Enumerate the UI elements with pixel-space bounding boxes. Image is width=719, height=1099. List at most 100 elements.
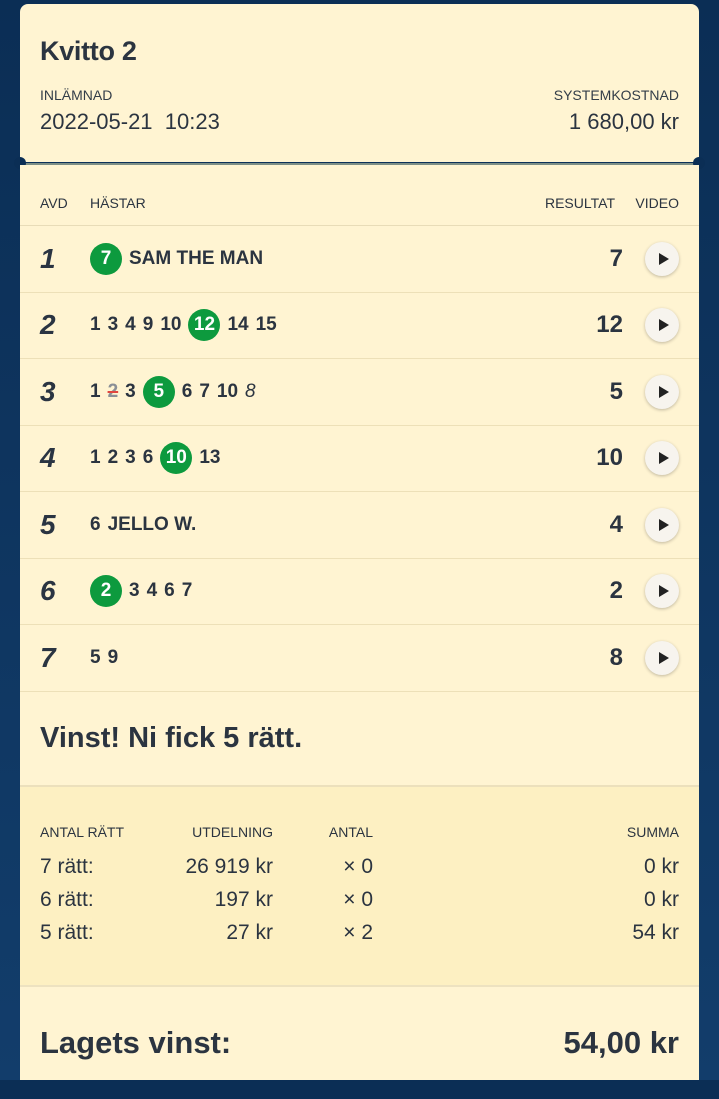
horse: 3 <box>129 580 140 602</box>
payout-cell: × 2 <box>343 921 373 944</box>
cost-label: SYSTEMKOSTNAD <box>553 87 679 103</box>
payout-col: SUMMA <box>626 823 679 840</box>
horse: 5 <box>90 646 101 668</box>
receipt-body: AVD HÄSTAR RESULTAT VIDEO 1 7 SAM THE MAN 7… <box>20 165 699 1080</box>
race-result: 5 <box>609 377 623 405</box>
play-video-button[interactable] <box>645 574 679 609</box>
payout-cell: 0 kr <box>643 855 679 878</box>
horse: SAM THE MAN <box>129 247 264 269</box>
play-video-button[interactable] <box>645 640 679 675</box>
payout-cell: 5 rätt: <box>40 921 94 944</box>
horse: 4 <box>146 580 158 602</box>
horse: 14 <box>227 314 249 336</box>
winning-horse: 7 <box>90 242 122 275</box>
winning-horse: 12 <box>188 309 221 342</box>
race-number: 6 <box>40 575 56 607</box>
race-number: 2 <box>40 309 56 341</box>
col-video: VIDEO <box>635 195 679 211</box>
horse: 6 <box>90 513 101 535</box>
horse: 1 <box>90 314 101 336</box>
horse-list: 7 SAM THE MAN <box>90 242 533 275</box>
payout-cell: 197 kr <box>214 888 273 911</box>
horse: 3 <box>107 314 119 336</box>
horse: 2 <box>107 447 119 469</box>
col-result: RESULTAT <box>544 195 615 211</box>
table-header: AVD HÄSTAR RESULTAT VIDEO <box>20 165 699 226</box>
payout-cell: 27 kr <box>226 921 273 944</box>
race-result: 12 <box>596 311 623 339</box>
race-result: 8 <box>609 643 623 671</box>
payout-row: 7 rätt: 26 919 kr × 0 0 kr <box>40 851 679 884</box>
payout-row: 6 rätt: 197 kr × 0 0 kr <box>40 884 679 917</box>
race-result: 2 <box>609 577 623 605</box>
payout-col: ANTAL RÄTT <box>40 823 125 840</box>
payout-row: 5 rätt: 27 kr × 2 54 kr <box>40 917 679 950</box>
payout-cell: 6 rätt: <box>40 888 94 911</box>
total-label: Lagets vinst: <box>40 1024 232 1060</box>
reserve-horse: 8 <box>245 380 256 402</box>
horse: 1 <box>90 380 101 402</box>
horse-list: 6 JELLO W. <box>90 514 533 536</box>
play-video-button[interactable] <box>645 441 679 476</box>
horse: 13 <box>199 447 221 469</box>
horse: 3 <box>125 380 136 402</box>
horse: 1 <box>90 447 101 469</box>
submitted-value: 2022-05-21 10:23 <box>40 109 220 134</box>
submitted-label: INLÄMNAD <box>40 87 113 103</box>
payout-table: ANTAL RÄTT UTDELNING ANTAL SUMMA 7 rätt:… <box>20 786 699 987</box>
race-number: 5 <box>40 508 56 540</box>
horse: 15 <box>255 314 277 336</box>
horse-list: 1 2 3 6 10 13 <box>90 442 533 475</box>
win-message: Vinst! Ni fick 5 rätt. <box>20 692 699 787</box>
winning-horse: 10 <box>160 442 193 475</box>
horse: 4 <box>125 314 136 336</box>
team-winnings: Lagets vinst: 54,00 kr <box>20 987 699 1099</box>
race-number: 1 <box>40 242 56 274</box>
race-row: 2 1 3 4 9 10 12 14 15 12 <box>20 293 699 359</box>
race-result: 10 <box>596 444 623 472</box>
cost-value: 1 680,00 kr <box>568 109 679 134</box>
race-result: 7 <box>609 244 623 272</box>
race-number: 7 <box>40 641 56 673</box>
horse: 7 <box>181 580 193 602</box>
col-horses: HÄSTAR <box>90 195 146 211</box>
horse: 9 <box>142 314 154 336</box>
payout-col: ANTAL <box>328 823 373 840</box>
winning-horse: 2 <box>90 575 122 608</box>
race-number: 4 <box>40 442 56 474</box>
horse-list: 1 3 4 9 10 12 14 15 <box>90 309 533 342</box>
horse: 7 <box>199 380 210 402</box>
divider <box>20 163 699 165</box>
page-title: Kvitto 2 <box>40 36 137 66</box>
race-row: 1 7 SAM THE MAN 7 <box>20 226 699 293</box>
total-value: 54,00 kr <box>563 1024 680 1060</box>
horse: 10 <box>160 314 182 336</box>
payout-cell: × 0 <box>343 855 373 878</box>
payout-col: UTDELNING <box>192 823 273 840</box>
receipt-header: Kvitto 2 INLÄMNAD 2022-05-21 10:23 SYSTE… <box>20 4 699 162</box>
horse: 6 <box>181 380 193 402</box>
play-video-button[interactable] <box>645 308 679 343</box>
race-row: 5 6 JELLO W. 4 <box>20 492 699 559</box>
play-video-button[interactable] <box>645 507 679 542</box>
horse: JELLO W. <box>107 513 197 535</box>
horse-list: 1 2 3 5 6 7 10 8 <box>90 375 533 408</box>
race-number: 3 <box>40 375 56 407</box>
payout-cell: × 0 <box>343 888 373 911</box>
play-video-button[interactable] <box>645 374 679 409</box>
race-row: 4 1 2 3 6 10 13 10 <box>20 426 699 492</box>
play-video-button[interactable] <box>645 241 679 276</box>
horse: 6 <box>164 580 175 602</box>
horse: 10 <box>216 380 239 402</box>
payout-cell: 0 kr <box>643 888 679 911</box>
payout-cell: 26 919 kr <box>185 855 273 878</box>
horse: 3 <box>125 447 136 469</box>
payout-cell: 7 rätt: <box>40 855 94 878</box>
payout-cell: 54 kr <box>632 921 679 944</box>
winning-horse: 5 <box>142 375 175 408</box>
race-result: 4 <box>609 510 623 538</box>
